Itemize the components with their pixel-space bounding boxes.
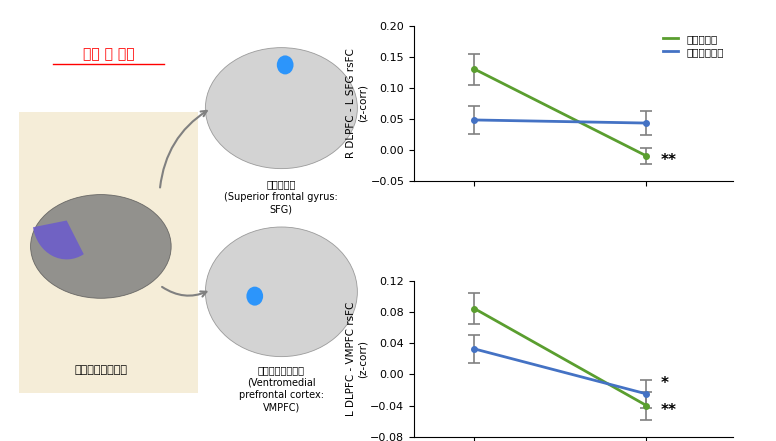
Ellipse shape <box>206 227 358 357</box>
Text: **: ** <box>660 153 676 168</box>
Text: *: * <box>660 376 668 391</box>
Ellipse shape <box>30 194 171 298</box>
Text: 관심 뇌 영역: 관심 뇌 영역 <box>83 47 134 61</box>
Text: 상전두이랑
(Superior frontal gyrus:
SFG): 상전두이랑 (Superior frontal gyrus: SFG) <box>224 179 338 214</box>
Circle shape <box>277 56 293 75</box>
Text: **: ** <box>660 403 676 418</box>
Y-axis label: L DLPFC - VMPFC rsFC
(z-corr): L DLPFC - VMPFC rsFC (z-corr) <box>346 302 368 416</box>
Text: 복내측전전두피질
(Ventromedial
prefrontal cortex:
VMPFC): 복내측전전두피질 (Ventromedial prefrontal cortex… <box>239 365 324 412</box>
Ellipse shape <box>206 48 358 168</box>
FancyBboxPatch shape <box>19 112 198 393</box>
Y-axis label: R DLPFC - L SFG rsFC
(z-corr): R DLPFC - L SFG rsFC (z-corr) <box>346 48 368 158</box>
Circle shape <box>247 287 263 306</box>
Text: 배외측전전두피질: 배외측전전두피질 <box>74 365 127 374</box>
Legend: 치료반응군, 치료비반응군: 치료반응군, 치료비반응군 <box>660 31 727 60</box>
Wedge shape <box>33 220 84 259</box>
